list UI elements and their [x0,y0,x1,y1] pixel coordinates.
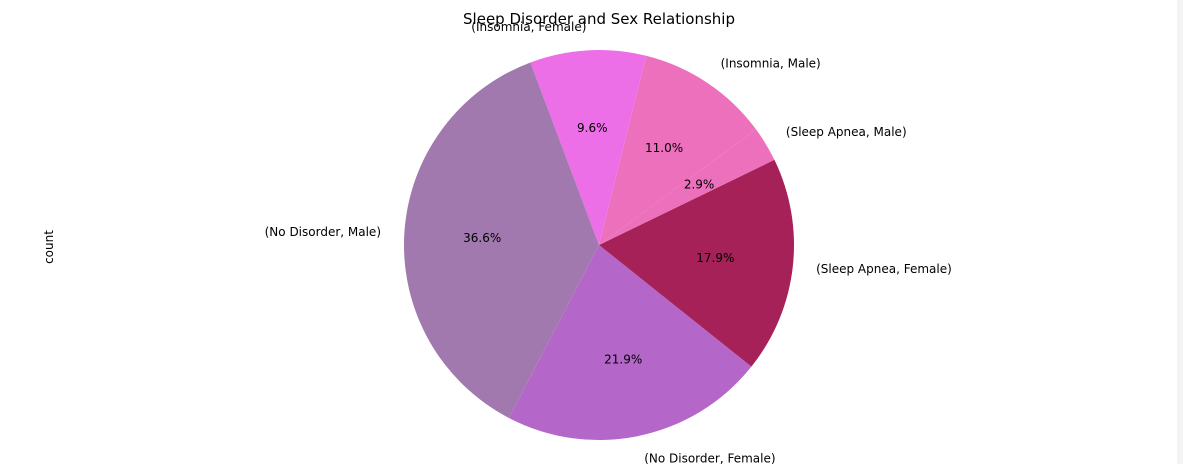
slice-category-label: (Sleep Apnea, Female) [816,262,952,276]
slice-percent-label: 9.6% [577,121,608,135]
pie-slice [530,49,647,245]
y-axis-label: count [42,230,56,264]
slice-category-label: (Insomnia, Female) [471,20,586,34]
pie-slice [599,159,795,367]
pie-slice [599,129,775,245]
chart-title: Sleep Disorder and Sex Relationship [463,10,735,28]
slice-category-label: (Sleep Apnea, Male) [786,125,907,139]
slice-category-label: (No Disorder, Female) [644,452,775,464]
slice-category-label: (No Disorder, Male) [265,225,381,239]
pie-slice [599,55,757,245]
slices-group [403,49,795,441]
slice-percent-label: 21.9% [604,353,642,367]
slice-percent-label: 11.0% [645,141,683,155]
slice-percent-label: 36.6% [463,231,501,245]
slice-percent-label: 2.9% [684,178,715,192]
labels-group: 9.6% (Insomnia, Female) 36.6% (No Disorder,… [265,20,952,466]
slice-category-label: (Insomnia, Male) [721,57,821,71]
slice-percent-label: 17.9% [696,251,734,265]
scrollbar-strip [1177,0,1183,464]
pie-slice [508,245,752,441]
pie-slice [403,62,599,418]
